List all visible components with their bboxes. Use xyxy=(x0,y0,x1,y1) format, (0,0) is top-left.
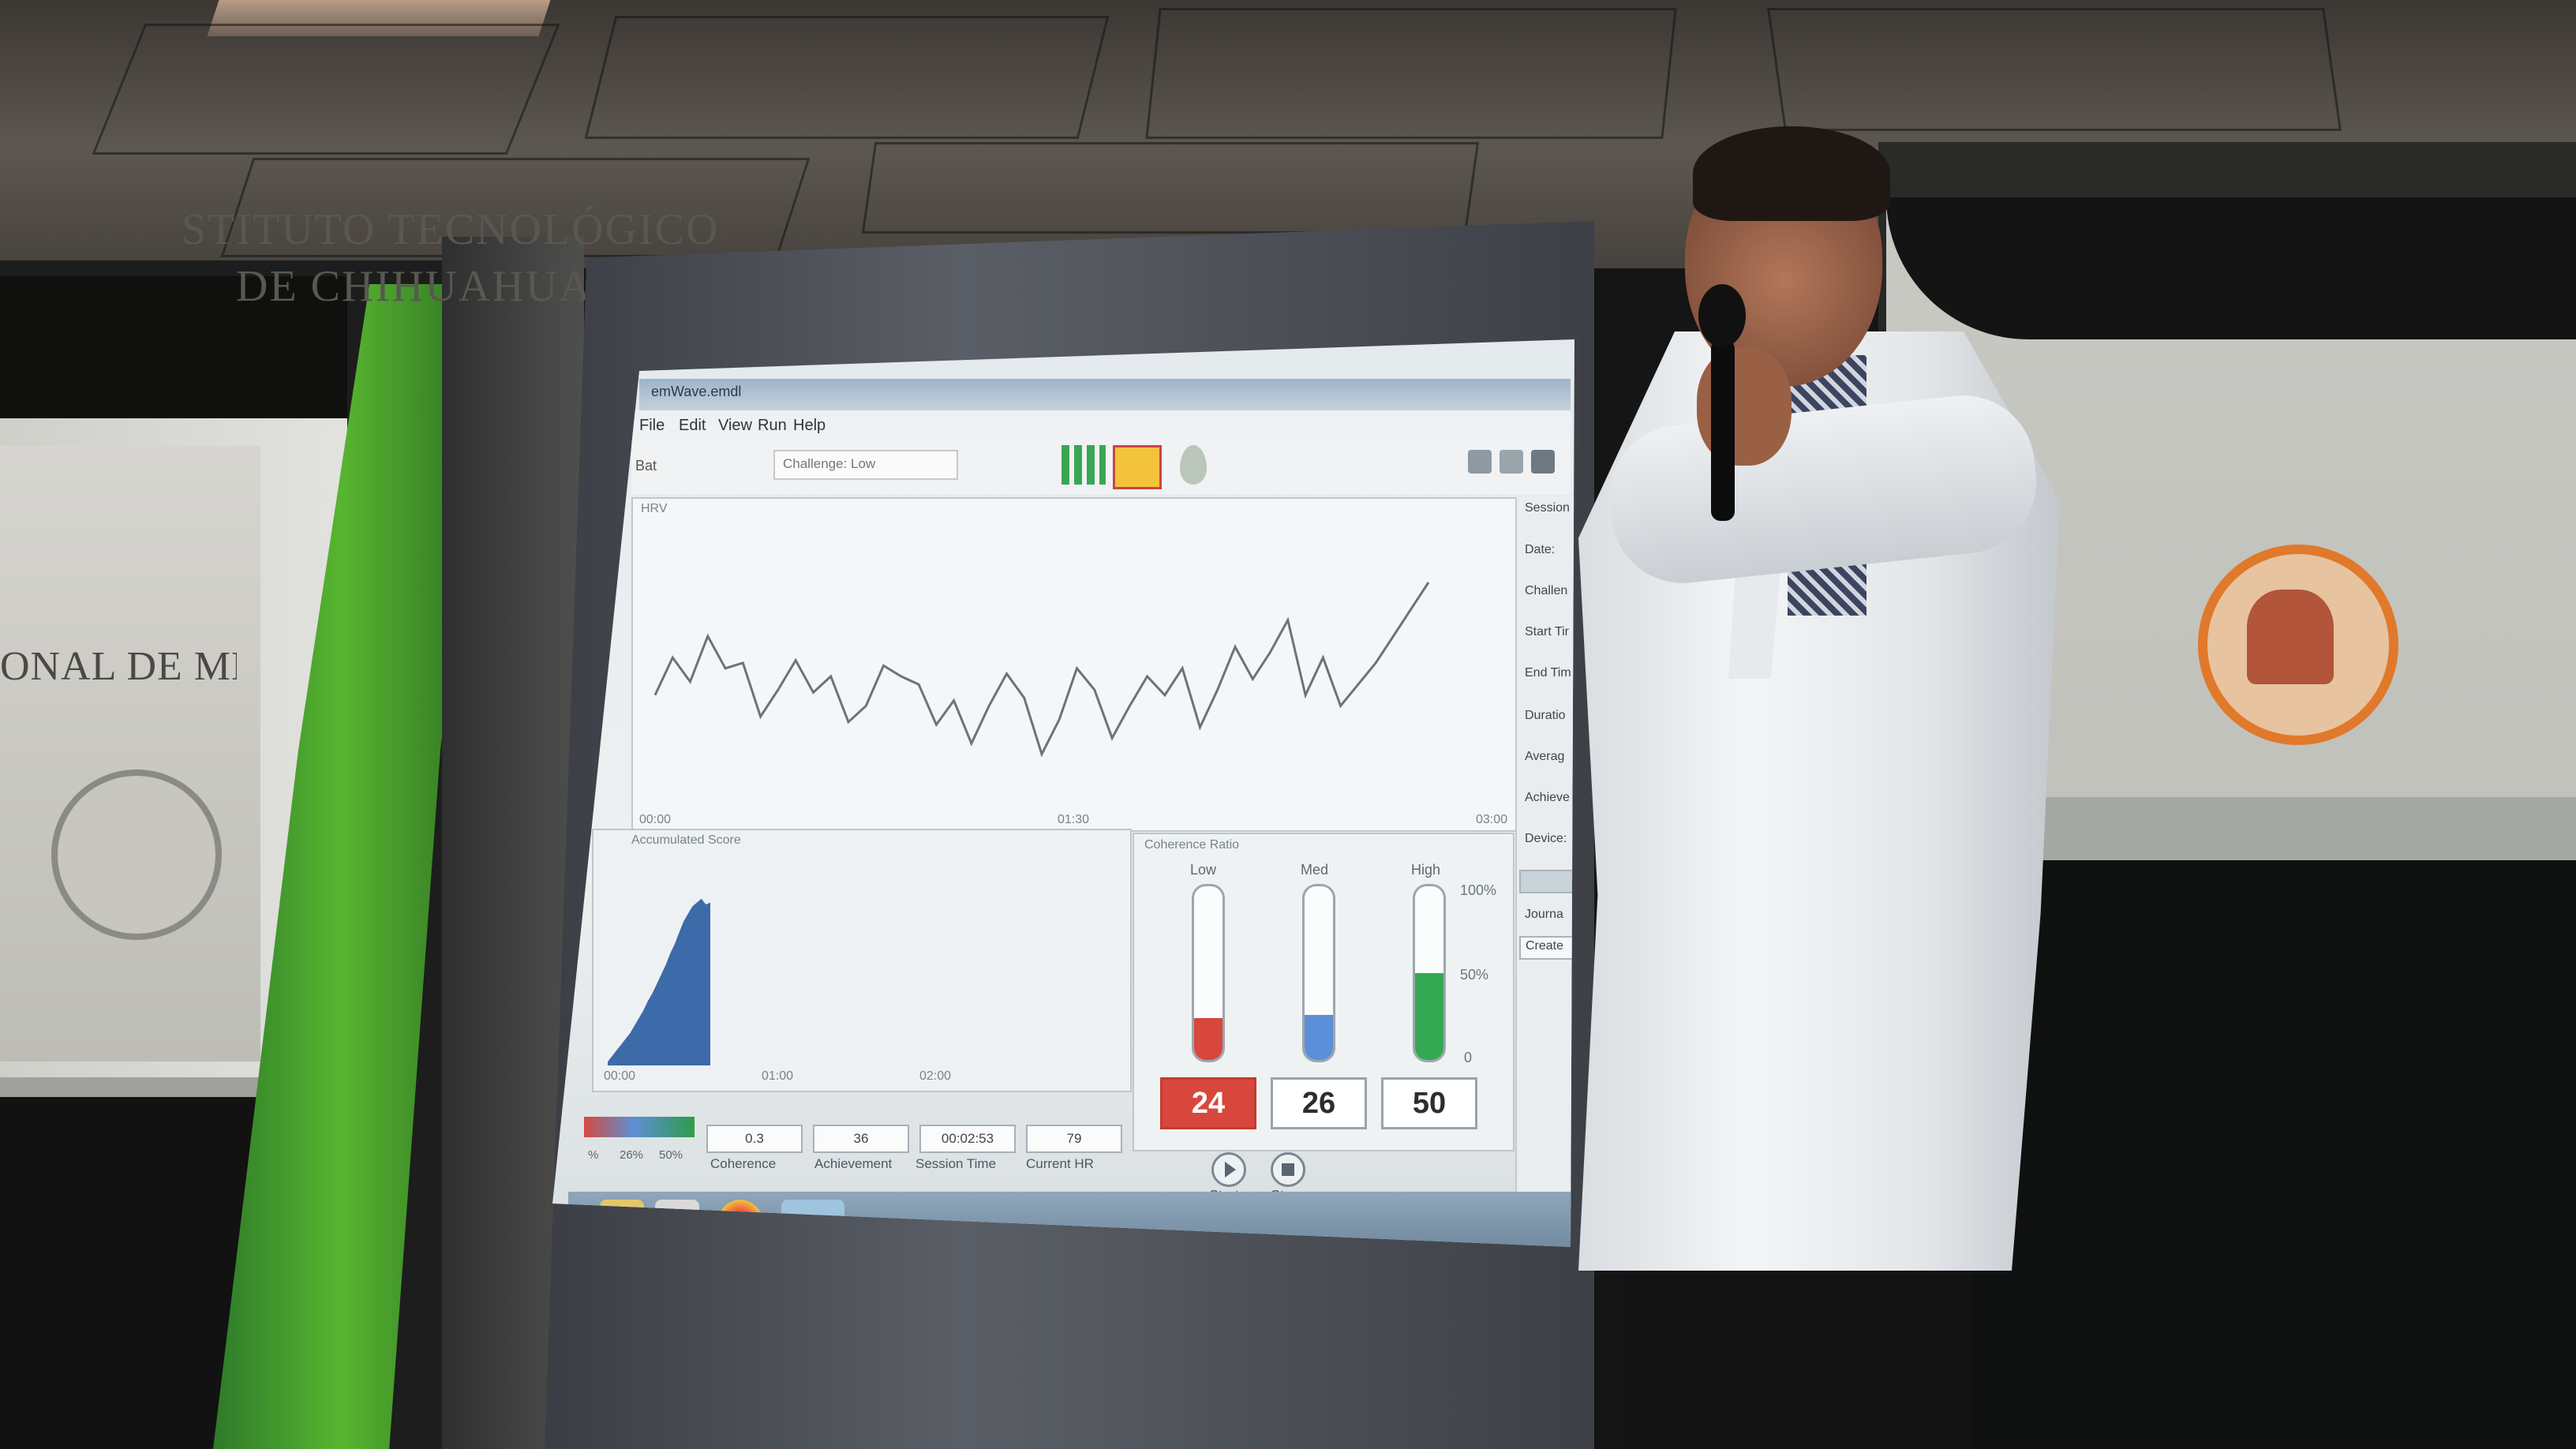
sidebar-label: Challen xyxy=(1525,584,1568,597)
coherence-value: 0.3 xyxy=(706,1125,803,1153)
window-titlebar xyxy=(639,379,1571,410)
coherence-title: Coherence Ratio xyxy=(1144,838,1240,852)
colorbar-label: 26% xyxy=(620,1148,644,1162)
national-seal xyxy=(51,769,222,940)
menu-bar xyxy=(631,410,1571,439)
hrv-series-line xyxy=(653,582,1430,758)
sidebar-label: Date: xyxy=(1525,543,1556,556)
accumulated-score-area xyxy=(608,898,710,1065)
start-button[interactable] xyxy=(1211,1152,1246,1187)
coherence-low-fill xyxy=(1194,1018,1222,1060)
coherence-colorbar xyxy=(584,1117,695,1137)
left-sign: ONAL DE MÉXICO xyxy=(0,446,260,1061)
current-hr-value: 79 xyxy=(1026,1125,1122,1153)
emotion-drop-icon[interactable] xyxy=(1180,445,1207,485)
bar-chart-icon[interactable] xyxy=(1061,445,1106,485)
accumulated-title: Accumulated Score xyxy=(631,833,741,847)
hrv-chart xyxy=(653,582,1430,758)
accumulated-chart xyxy=(608,898,710,1065)
coherence-high-tube xyxy=(1413,884,1446,1062)
right-sign-line1: STITUTO TECNOLÓGICO xyxy=(182,205,720,254)
coherence-med-label: Med xyxy=(1301,862,1329,878)
session-sidebar xyxy=(1515,497,1574,1208)
sidebar-label: End Tim xyxy=(1525,666,1571,680)
create-button[interactable]: Create xyxy=(1519,936,1574,960)
menu-help[interactable]: Help xyxy=(793,417,826,434)
sidebar-label: Session xyxy=(1525,501,1570,515)
challenge-select[interactable]: Challenge: Low xyxy=(773,450,958,480)
coherence-label: Coherence xyxy=(710,1156,777,1171)
achievement-label: Achievement xyxy=(814,1156,893,1171)
coherence-high-value: 50 xyxy=(1381,1077,1477,1129)
info-icon[interactable] xyxy=(1531,450,1555,474)
acc-x-tick: 01:00 xyxy=(762,1069,794,1083)
sidebar-label: Journa xyxy=(1525,908,1563,921)
left-sign-text: ONAL DE MÉXICO xyxy=(0,644,237,689)
scale-0: 0 xyxy=(1464,1050,1473,1065)
achievement-value: 36 xyxy=(813,1125,909,1153)
menu-run[interactable]: Run xyxy=(758,417,787,434)
acc-x-tick: 00:00 xyxy=(604,1069,636,1083)
coherence-high-fill xyxy=(1415,973,1443,1060)
coherence-med-fill xyxy=(1305,1014,1333,1060)
stop-icon xyxy=(1282,1163,1294,1176)
presenter-hair xyxy=(1693,126,1890,221)
colorbar-label: % xyxy=(588,1148,599,1162)
logo-inner xyxy=(2247,590,2334,684)
heartwave-icon[interactable] xyxy=(1113,445,1162,489)
institute-logo xyxy=(2198,545,2398,745)
microphone-handle xyxy=(1711,339,1735,521)
challenge-select-value: Challenge: Low xyxy=(783,456,876,471)
session-time-label: Session Time xyxy=(915,1156,997,1171)
hrv-x-tick: 03:00 xyxy=(1476,813,1508,826)
stop-button[interactable] xyxy=(1271,1152,1305,1187)
current-hr-label: Current HR xyxy=(1026,1156,1094,1171)
hrv-panel xyxy=(631,497,1518,832)
microphone-icon xyxy=(1698,284,1746,347)
right-sign-text: STITUTO TECNOLÓGICO DE CHIHUAHUA II xyxy=(182,201,720,315)
hrv-title: HRV xyxy=(641,502,668,515)
hrv-x-tick: 00:00 xyxy=(639,813,672,826)
sidebar-label: Duratio xyxy=(1525,709,1566,722)
play-icon xyxy=(1225,1162,1236,1178)
chevron-down-icon[interactable] xyxy=(1500,450,1523,474)
sidebar-label: Start Tir xyxy=(1525,625,1570,638)
coherence-med-value: 26 xyxy=(1271,1077,1367,1129)
sidebar-label: Achieve xyxy=(1525,791,1570,804)
menu-file[interactable]: File xyxy=(639,417,665,434)
menu-view[interactable]: View xyxy=(718,417,752,434)
acc-x-tick: 02:00 xyxy=(919,1069,952,1083)
coherence-med-tube xyxy=(1302,884,1335,1062)
coherence-low-tube xyxy=(1192,884,1225,1062)
scale-100: 100% xyxy=(1460,882,1497,898)
session-time-value: 00:02:53 xyxy=(919,1125,1016,1153)
toolbar-left-label: Bat xyxy=(635,458,657,474)
emwave-app: emWave.emdl File Edit View Run Help Bat … xyxy=(568,371,1574,1247)
menu-edit[interactable]: Edit xyxy=(679,417,706,434)
coherence-low-value: 24 xyxy=(1160,1077,1256,1129)
right-sign-line2: DE CHIHUAHUA II xyxy=(236,262,635,311)
banner-top-stripe xyxy=(0,276,347,418)
sidebar-label: Averag xyxy=(1525,750,1565,763)
sidebar-toggle[interactable] xyxy=(1519,870,1574,893)
colorbar-label: 50% xyxy=(659,1148,683,1162)
scale-50: 50% xyxy=(1460,967,1489,983)
sidebar-label: Device: xyxy=(1525,832,1567,845)
cloud-icon[interactable] xyxy=(1468,450,1492,474)
coherence-high-label: High xyxy=(1411,862,1441,878)
hrv-x-tick: 01:30 xyxy=(1058,813,1090,826)
window-title: emWave.emdl xyxy=(651,384,742,399)
create-button-label: Create xyxy=(1526,939,1564,953)
coherence-low-label: Low xyxy=(1190,862,1217,878)
banner-top-cap xyxy=(1886,197,2576,339)
